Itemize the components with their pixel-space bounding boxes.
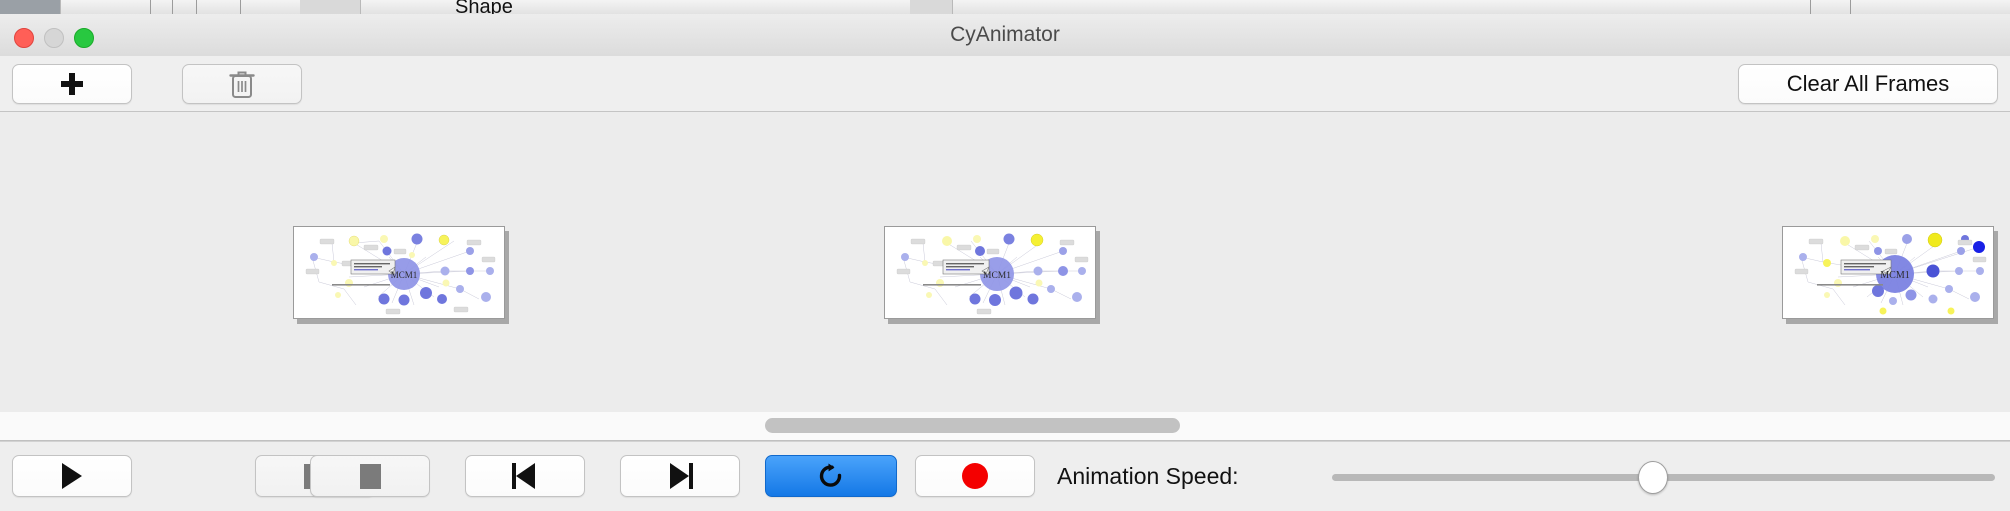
background-tab-active [0, 0, 61, 14]
frame-thumbnail-3: MCM1 [1782, 226, 1994, 319]
animation-speed-label: Animation Speed: [1057, 463, 1239, 489]
plus-icon [61, 73, 83, 95]
frame-thumbnail-2: MCM1 [884, 226, 1096, 319]
clear-all-frames-label: Clear All Frames [1786, 71, 1950, 96]
timeline-scrollbar-thumb[interactable] [765, 418, 1180, 433]
background-window-strip: Shape [0, 0, 2010, 15]
stop-button[interactable] [310, 455, 430, 497]
slider-thumb[interactable] [1638, 461, 1668, 494]
skip-back-button[interactable] [465, 455, 585, 497]
record-icon [962, 463, 988, 489]
play-icon [62, 463, 82, 489]
minimize-button[interactable] [44, 28, 64, 48]
delete-frame-button[interactable] [182, 64, 302, 104]
animation-speed-slider[interactable] [1332, 455, 1995, 497]
play-button[interactable] [12, 455, 132, 497]
timeline-frame[interactable]: MCM1 [293, 226, 509, 324]
hub-node-label: MCM1 [983, 271, 1011, 281]
background-shape-label: Shape [455, 0, 513, 15]
hub-node-label: MCM1 [391, 270, 418, 280]
frame-thumbnail-1: MCM1 [293, 226, 505, 319]
timeline-panel[interactable]: MCM1 [0, 112, 2010, 413]
background-tab [300, 0, 361, 14]
add-frame-button[interactable] [12, 64, 132, 104]
maximize-button[interactable] [74, 28, 94, 48]
skip-forward-icon [667, 463, 693, 489]
skip-back-icon [512, 463, 538, 489]
hub-node-label: MCM1 [1880, 270, 1909, 281]
timeline-frame[interactable]: MCM1 [1782, 226, 1998, 324]
loop-icon [819, 463, 842, 487]
title-bar: CyAnimator [0, 14, 2010, 57]
background-tab-2 [910, 0, 953, 14]
close-button[interactable] [14, 28, 34, 48]
loop-button[interactable] [765, 455, 897, 497]
stop-icon [359, 463, 381, 489]
skip-forward-button[interactable] [620, 455, 740, 497]
playback-toolbar: Animation Speed: [0, 441, 2010, 511]
record-button[interactable] [915, 455, 1035, 497]
timeline-frame[interactable]: MCM1 [884, 226, 1100, 324]
window-title: CyAnimator [950, 23, 1060, 46]
trash-icon [229, 71, 255, 98]
frame-toolbar: Clear All Frames [0, 56, 2010, 112]
clear-all-frames-button[interactable]: Clear All Frames [1738, 64, 1998, 104]
timeline-scrollbar-track[interactable] [0, 412, 2010, 441]
